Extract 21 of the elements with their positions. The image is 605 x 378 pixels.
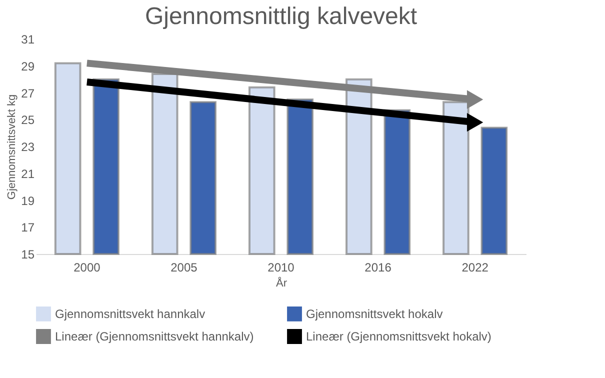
x-tick-label: 2000	[74, 260, 101, 274]
y-tick-label: 17	[21, 220, 35, 235]
x-tick-label: 2005	[170, 260, 198, 274]
y-tick-label: 23	[21, 140, 35, 154]
y-tick-label: 15	[21, 248, 35, 262]
y-axis-title: Gjennomsnittsvekt kg	[6, 94, 18, 200]
y-tick-label: 21	[21, 166, 35, 181]
y-tick-label: 31	[21, 32, 35, 46]
chart-title: Gjennomsnittlig kalvevekt	[144, 3, 418, 30]
x-axis-title: År	[276, 276, 288, 290]
x-tick-label: 2010	[268, 260, 295, 274]
y-tick-label: 27	[21, 86, 35, 100]
y-tick-label: 19	[21, 194, 35, 208]
legend-label: Lineær (Gjennomsnittsvekt hannkalv)	[55, 330, 254, 344]
y-tick-label: 25	[21, 113, 35, 128]
legend-label: Lineær (Gjennomsnittsvekt hokalv)	[306, 330, 492, 344]
legend-label: Gjennomsnittsvekt hokalv	[306, 306, 443, 321]
x-tick-label: 2016	[364, 260, 392, 274]
legend-label: Gjennomsnittsvekt hannkalv	[55, 306, 206, 321]
x-tick-label: 2022	[462, 260, 489, 274]
y-tick-label: 29	[21, 59, 35, 74]
